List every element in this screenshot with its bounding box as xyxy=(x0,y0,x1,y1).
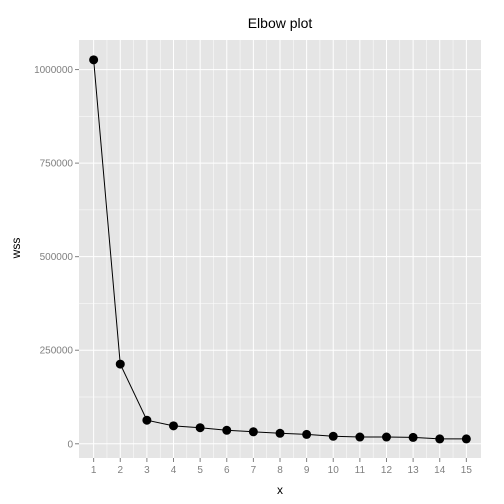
x-axis-title: x xyxy=(277,483,283,497)
y-tick-label: 0 xyxy=(67,439,73,450)
x-tick-label: 6 xyxy=(224,465,230,476)
x-tick-label: 11 xyxy=(355,465,366,476)
y-tick-label: 500000 xyxy=(40,252,74,263)
y-tick-label: 1000000 xyxy=(34,65,73,76)
data-point xyxy=(328,431,338,441)
data-point xyxy=(115,359,125,369)
data-point xyxy=(222,425,232,435)
x-tick-label: 12 xyxy=(381,465,393,476)
y-axis-ticks: 0 250000 500000 750000 1000000 xyxy=(34,65,79,450)
data-point xyxy=(302,429,312,439)
x-tick-label: 13 xyxy=(408,465,420,476)
x-tick-label: 5 xyxy=(197,465,203,476)
data-point xyxy=(142,415,152,425)
major-gridlines xyxy=(79,40,481,458)
x-tick-label: 8 xyxy=(277,465,283,476)
data-point xyxy=(248,427,258,437)
x-tick-label: 2 xyxy=(117,465,123,476)
x-axis-ticks: 1 2 3 4 5 6 7 8 9 10 11 12 13 14 15 xyxy=(91,458,472,476)
series-points xyxy=(89,55,471,444)
minor-gridlines xyxy=(79,40,481,458)
data-point xyxy=(408,432,418,442)
y-tick-label: 750000 xyxy=(40,159,74,170)
x-tick-label: 9 xyxy=(304,465,310,476)
x-tick-label: 4 xyxy=(171,465,177,476)
data-point xyxy=(381,432,391,442)
data-point xyxy=(461,434,471,444)
x-tick-label: 14 xyxy=(434,465,446,476)
x-tick-label: 15 xyxy=(461,465,473,476)
x-tick-label: 7 xyxy=(251,465,257,476)
y-tick-label: 250000 xyxy=(40,346,74,357)
y-axis-title: wss xyxy=(9,238,23,260)
data-point xyxy=(169,421,179,431)
data-point xyxy=(195,423,205,433)
chart-title: Elbow plot xyxy=(248,15,313,31)
x-tick-label: 10 xyxy=(328,465,340,476)
x-tick-label: 3 xyxy=(144,465,150,476)
data-point xyxy=(355,432,365,442)
data-point xyxy=(435,434,445,444)
x-tick-label: 1 xyxy=(91,465,97,476)
data-point xyxy=(89,55,99,65)
data-point xyxy=(275,428,285,438)
